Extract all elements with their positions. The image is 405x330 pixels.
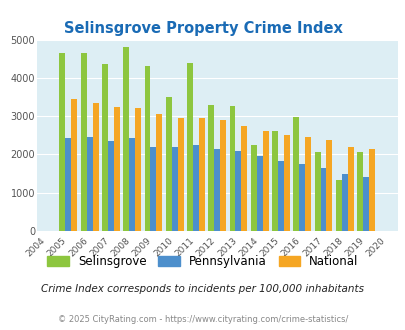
Bar <box>235 151 241 231</box>
Bar <box>87 137 92 231</box>
Text: © 2025 CityRating.com - https://www.cityrating.com/crime-statistics/: © 2025 CityRating.com - https://www.city… <box>58 315 347 324</box>
Bar <box>114 107 119 231</box>
Bar <box>60 53 65 231</box>
Bar <box>156 114 162 231</box>
Bar <box>192 145 198 231</box>
Bar <box>208 105 214 231</box>
Bar <box>326 140 332 231</box>
Bar <box>214 149 220 231</box>
Bar <box>314 152 320 231</box>
Bar <box>341 174 347 231</box>
Bar <box>123 47 129 231</box>
Bar <box>262 131 268 231</box>
Bar <box>198 118 205 231</box>
Bar <box>65 138 71 231</box>
Bar <box>271 131 277 231</box>
Bar <box>250 145 256 231</box>
Bar <box>298 164 305 231</box>
Bar <box>320 168 326 231</box>
Bar <box>368 149 374 231</box>
Bar <box>256 155 262 231</box>
Bar <box>335 180 341 231</box>
Legend: Selinsgrove, Pennsylvania, National: Selinsgrove, Pennsylvania, National <box>47 255 358 268</box>
Bar <box>150 147 156 231</box>
Text: Selinsgrove Property Crime Index: Selinsgrove Property Crime Index <box>64 21 341 36</box>
Bar <box>220 120 226 231</box>
Bar <box>362 177 368 231</box>
Bar <box>135 108 141 231</box>
Bar <box>92 103 98 231</box>
Bar <box>144 66 150 231</box>
Bar <box>81 53 87 231</box>
Bar <box>108 141 114 231</box>
Bar <box>229 106 235 231</box>
Bar <box>129 138 135 231</box>
Bar <box>71 99 77 231</box>
Bar <box>171 147 177 231</box>
Bar <box>356 152 362 231</box>
Bar <box>241 126 247 231</box>
Bar <box>277 161 283 231</box>
Text: Crime Index corresponds to incidents per 100,000 inhabitants: Crime Index corresponds to incidents per… <box>41 284 364 294</box>
Bar <box>305 137 310 231</box>
Bar <box>283 135 289 231</box>
Bar <box>292 117 298 231</box>
Bar <box>347 147 353 231</box>
Bar <box>177 118 183 231</box>
Bar <box>187 63 192 231</box>
Bar <box>165 97 171 231</box>
Bar <box>102 64 108 231</box>
